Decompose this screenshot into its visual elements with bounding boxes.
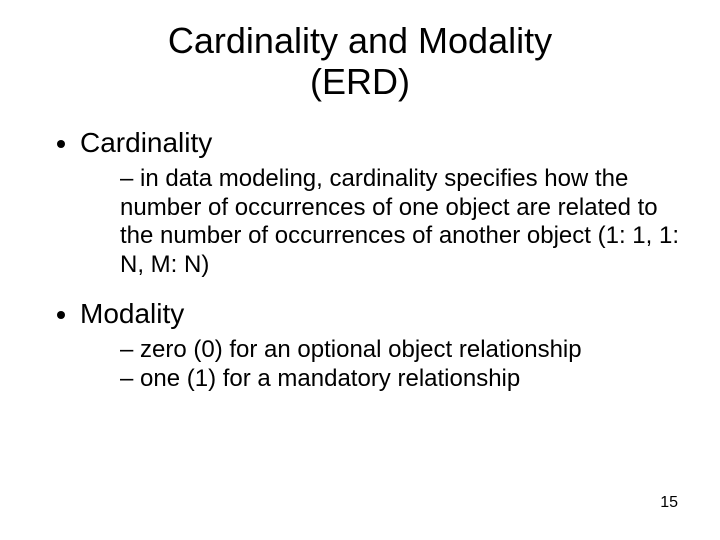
title-line-1: Cardinality and Modality bbox=[168, 20, 552, 61]
title-line-2: (ERD) bbox=[310, 61, 410, 102]
sub-item: one (1) for a mandatory relationship bbox=[120, 365, 680, 394]
slide: Cardinality and Modality (ERD) Cardinali… bbox=[0, 0, 720, 540]
sub-list: zero (0) for an optional object relation… bbox=[120, 336, 680, 394]
sub-list: in data modeling, cardinality specifies … bbox=[120, 165, 680, 280]
bullet-label: Cardinality bbox=[80, 127, 212, 158]
bullet-label: Modality bbox=[80, 298, 184, 329]
bullet-modality: Modality zero (0) for an optional object… bbox=[80, 298, 680, 394]
bullet-list: Cardinality in data modeling, cardinalit… bbox=[40, 127, 680, 394]
page-number: 15 bbox=[660, 494, 678, 512]
slide-title: Cardinality and Modality (ERD) bbox=[40, 20, 680, 103]
bullet-cardinality: Cardinality in data modeling, cardinalit… bbox=[80, 127, 680, 280]
sub-item: in data modeling, cardinality specifies … bbox=[120, 165, 680, 280]
sub-item: zero (0) for an optional object relation… bbox=[120, 336, 680, 365]
